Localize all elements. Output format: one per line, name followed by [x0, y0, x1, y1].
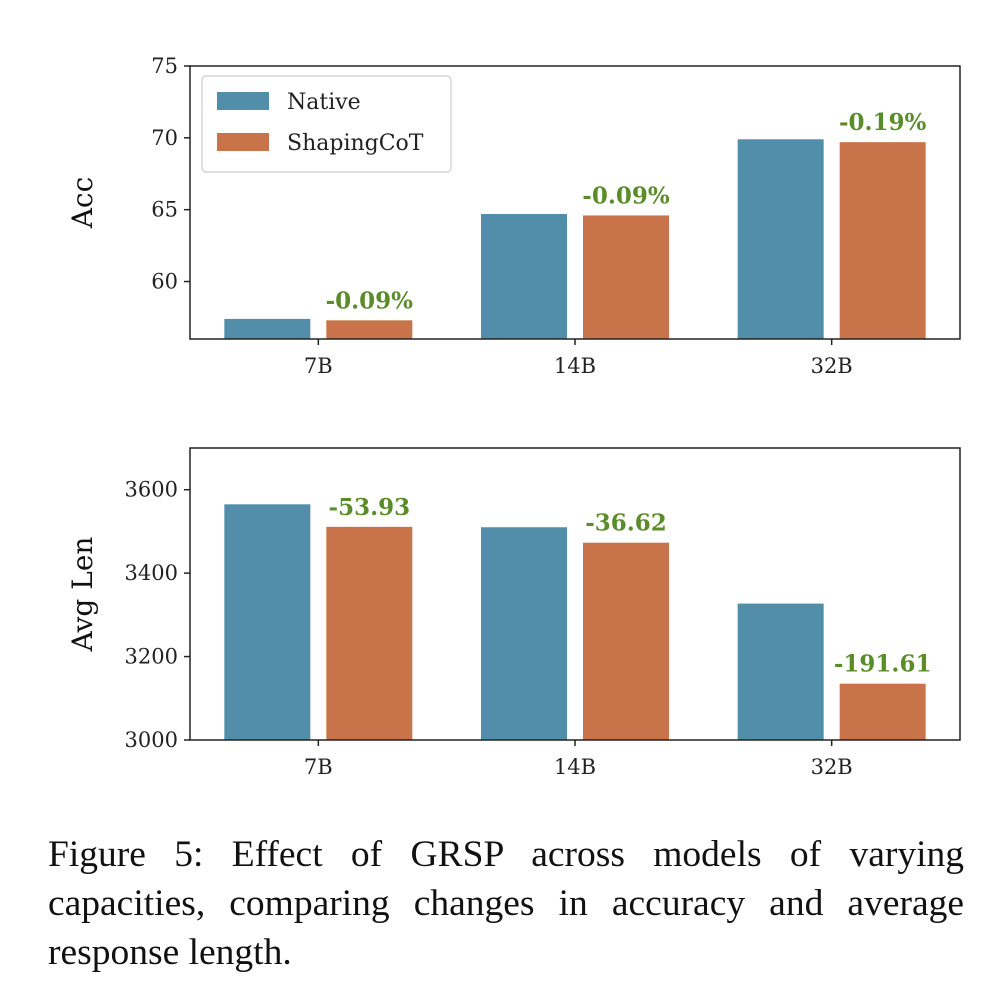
plot-frame	[189, 65, 961, 340]
y-tick-label: 70	[151, 126, 178, 150]
x-tick-label: 7B	[304, 354, 333, 378]
bar-shapingcot-7b	[326, 526, 413, 740]
y-tick-label: 3400	[125, 561, 178, 585]
bar-native-7b	[224, 504, 311, 740]
x-tick-label: 32B	[811, 755, 853, 779]
x-tick-label: 32B	[811, 354, 853, 378]
bar-shapingcot-14b	[583, 215, 669, 339]
bar-native-32b	[737, 603, 824, 740]
bar-shapingcot-32b	[839, 683, 926, 740]
y-tick-label: 3200	[125, 645, 178, 669]
bar-shapingcot-7b	[326, 320, 413, 339]
legend-label-shapingcot: ShapingCoT	[287, 131, 424, 156]
y-tick-label: 65	[151, 198, 178, 222]
x-tick-label: 14B	[554, 755, 596, 779]
bar-native-32b	[737, 139, 824, 339]
legend: Native ShapingCoT	[201, 75, 452, 173]
x-tick-label: 14B	[554, 354, 596, 378]
legend-swatch-shapingcot	[217, 133, 269, 151]
delta-label-14b: -0.09%	[582, 182, 670, 209]
legend-swatch-native	[217, 92, 269, 110]
delta-label-32b: -191.61	[834, 651, 932, 678]
chart-panel-1: -0.09% 7B -0.09% 14B -0.19% 32B 60 65 70 75 Acc Nat…	[66, 54, 961, 378]
figure-caption: Figure 5: Effect of GRSP across models o…	[48, 834, 964, 973]
bar-shapingcot-14b	[583, 542, 669, 740]
plot-frame	[189, 447, 961, 741]
y-axis-label: Avg Len	[66, 537, 99, 653]
x-tick-label: 7B	[304, 755, 333, 779]
y-tick-label: 3000	[125, 728, 178, 752]
delta-label-7b: -0.09%	[326, 287, 414, 314]
delta-label-32b: -0.19%	[839, 109, 927, 136]
chart-panel-2: -53.93 7B -36.62 14B -191.61 32B 3000 3200 3400 3…	[66, 447, 961, 779]
legend-label-native: Native	[287, 90, 361, 115]
delta-label-14b: -36.62	[585, 510, 667, 537]
bar-shapingcot-32b	[839, 142, 926, 339]
bar-native-14b	[481, 213, 567, 339]
y-axis-label: Acc	[66, 177, 99, 230]
y-tick-label: 75	[151, 54, 178, 78]
bar-native-7b	[224, 318, 311, 339]
y-tick-label: 3600	[125, 478, 178, 502]
delta-label-7b: -53.93	[329, 494, 411, 521]
bar-native-14b	[481, 527, 567, 740]
y-tick-label: 60	[151, 270, 178, 294]
